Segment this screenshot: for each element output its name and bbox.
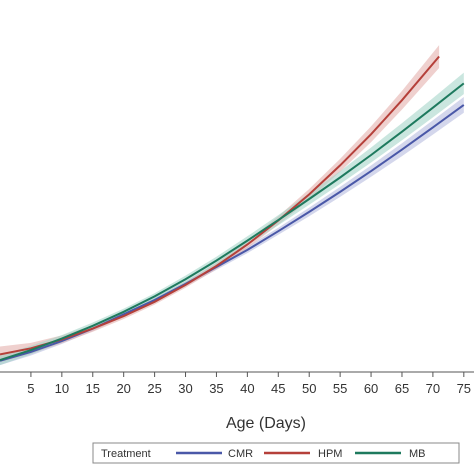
x-axis: 5 10 15 20 25 30 35 40 45 50 55 60 65 70 75 — [0, 371, 474, 396]
line-mb — [0, 82, 465, 362]
legend-label-hpm: HPM — [318, 448, 342, 460]
legend-label-mb: MB — [409, 448, 426, 460]
legend-label-cmr: CMR — [228, 448, 253, 460]
x-tick-label: 10 — [55, 381, 69, 396]
band-hpm — [0, 45, 440, 363]
x-tick-label: 25 — [147, 381, 161, 396]
legend-items: CMR HPM MB — [176, 448, 426, 460]
confidence-bands — [0, 45, 464, 366]
line-hpm — [0, 55, 440, 356]
x-tick-label: 75 — [457, 381, 471, 396]
x-tick-label: 30 — [178, 381, 192, 396]
x-tick-label: 20 — [116, 381, 130, 396]
series-lines — [0, 55, 465, 362]
x-tick-label: 70 — [426, 381, 440, 396]
x-tick-label: 45 — [271, 381, 285, 396]
x-tick-label: 35 — [209, 381, 223, 396]
x-tick-label: 55 — [333, 381, 347, 396]
legend: Treatment CMR HPM MB — [92, 442, 460, 464]
x-tick-label: 60 — [364, 381, 378, 396]
x-ticks: 5 10 15 20 25 30 35 40 45 50 55 60 65 70 75 — [27, 372, 471, 396]
x-axis-title: Age (Days) — [226, 415, 306, 432]
legend-title: Treatment — [101, 448, 151, 460]
x-tick-label: 15 — [86, 381, 100, 396]
x-tick-label: 50 — [302, 381, 316, 396]
x-tick-label: 40 — [240, 381, 254, 396]
x-tick-label: 5 — [27, 381, 34, 396]
plot-area — [0, 45, 465, 366]
x-tick-label: 65 — [395, 381, 409, 396]
